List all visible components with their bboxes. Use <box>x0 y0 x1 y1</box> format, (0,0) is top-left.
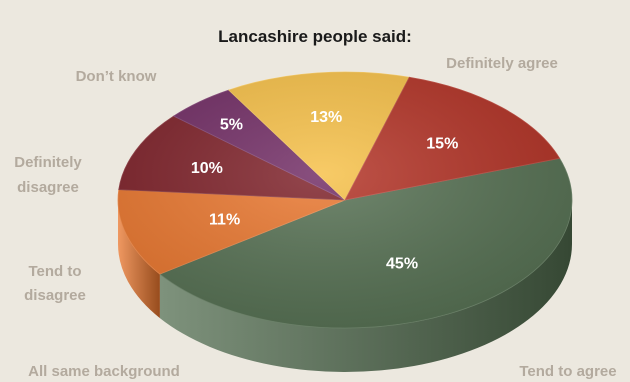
label-tend-to-agree: Tend to agree <box>519 363 616 380</box>
pie-percent-labels: 45% 11% 10% 5% 13% 15% <box>191 109 458 272</box>
pie-value-label-tend-to-disagree: 10% <box>191 160 223 177</box>
label-definitely-agree: Definitely agree <box>446 55 558 72</box>
label-dont-know: Don’t know <box>76 68 157 85</box>
label-all-same-background: All same background <box>28 363 180 380</box>
label-tend-to-disagree-line1: Tend to <box>28 263 81 280</box>
pie-side-tend-to-agree <box>159 200 572 372</box>
pie-value-label-definitely-agree: 15% <box>426 136 458 153</box>
label-definitely-disagree-line2: disagree <box>17 179 79 196</box>
pie-value-label-tend-to-agree: 45% <box>386 256 418 273</box>
pie-value-label-definitely-disagree: 5% <box>220 116 243 133</box>
chart-title: Lancashire people said: <box>218 27 412 46</box>
pie-value-label-all-same-background: 11% <box>209 212 240 229</box>
pie-top-slices <box>117 71 573 329</box>
label-definitely-disagree-line1: Definitely <box>14 154 82 171</box>
pie-value-label-don-t-know: 13% <box>310 109 342 126</box>
category-labels: Definitely agree Don’t know Definitely d… <box>14 55 616 380</box>
label-tend-to-disagree-line2: disagree <box>24 287 86 304</box>
